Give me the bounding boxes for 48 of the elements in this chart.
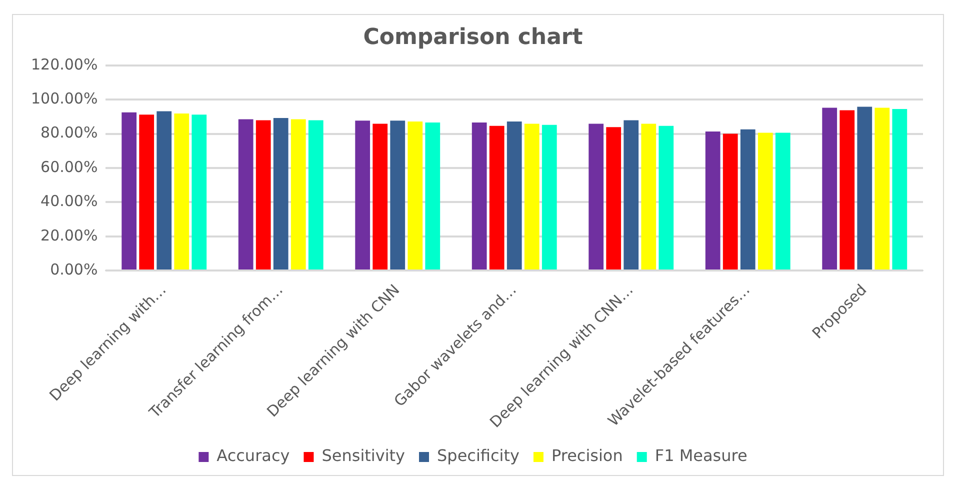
bar [874, 108, 890, 270]
bar [705, 132, 720, 270]
y-tick-label: 20.00% [40, 226, 98, 244]
bar [308, 120, 324, 270]
bar [658, 126, 674, 270]
bar [606, 127, 622, 270]
bar [775, 132, 790, 270]
bar [506, 121, 522, 270]
bar [122, 112, 137, 270]
bar [624, 120, 639, 270]
legend-label: Sensitivity [322, 446, 406, 466]
legend-label: F1 Measure [654, 446, 748, 466]
bar [290, 119, 306, 270]
y-tick-label: 120.00% [30, 55, 98, 74]
bar [822, 108, 838, 270]
bar [273, 118, 288, 270]
bar [408, 121, 423, 270]
bar [372, 124, 388, 270]
y-tick-label: 0.00% [50, 260, 98, 278]
legend-label: Specificity [437, 446, 520, 466]
y-tick-label: 80.00% [40, 124, 98, 142]
bar [722, 134, 738, 270]
bar [740, 129, 756, 270]
bar [256, 120, 271, 270]
bar [840, 110, 855, 270]
y-tick-label: 100.00% [30, 89, 98, 108]
bar [641, 124, 656, 270]
y-tick-label: 40.00% [40, 192, 98, 210]
bar [238, 119, 254, 270]
bar [542, 124, 557, 270]
legend-label: Precision [551, 446, 623, 466]
bar [156, 111, 172, 270]
bar [758, 132, 773, 270]
legend-label: Accuracy [216, 446, 290, 466]
chart-title: Comparison chart [363, 24, 584, 50]
bar [425, 122, 440, 270]
bar [489, 126, 504, 270]
bar [857, 106, 872, 270]
bar [355, 120, 370, 270]
bar [524, 124, 540, 270]
bar [139, 114, 154, 270]
bar [192, 114, 207, 270]
bar [588, 124, 604, 270]
bar [892, 108, 908, 270]
bar [472, 122, 487, 270]
bar [390, 120, 406, 270]
bar [174, 113, 190, 270]
y-tick-label: 60.00% [40, 158, 98, 176]
